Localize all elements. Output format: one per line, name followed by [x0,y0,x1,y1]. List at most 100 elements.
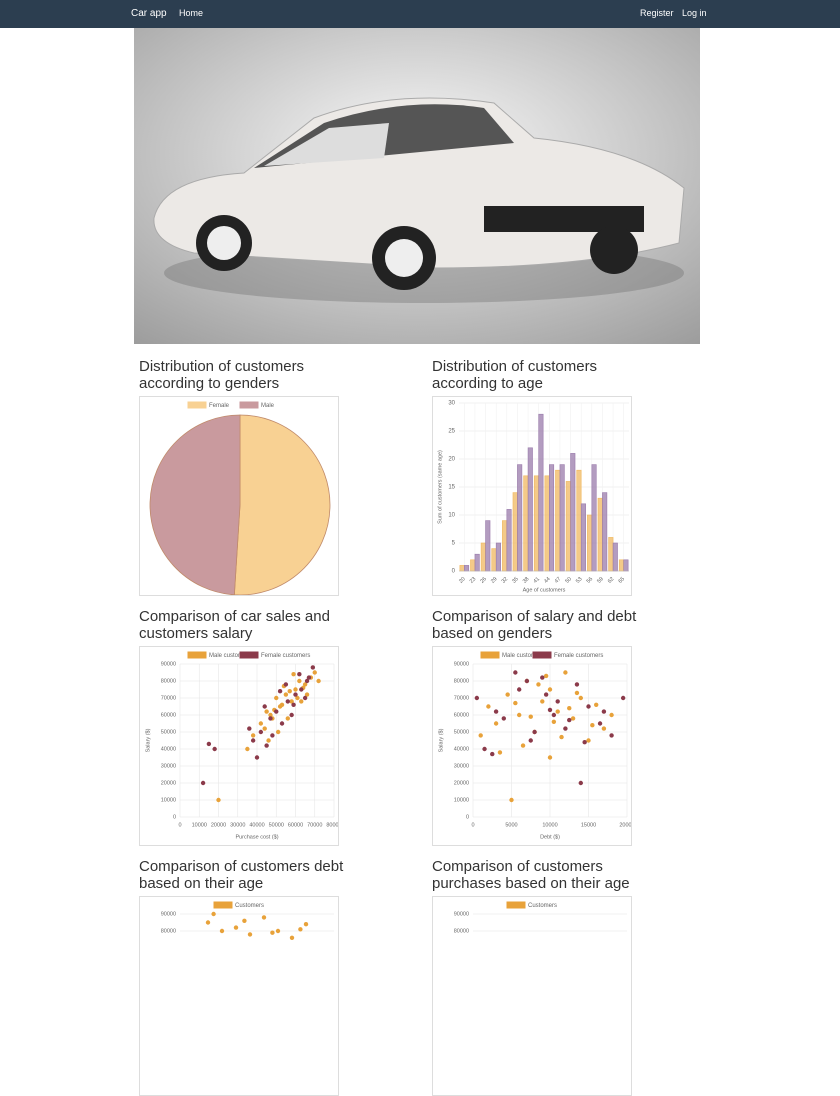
scatter-point [219,928,225,934]
scatter-point [490,751,495,757]
x-tick-label: 29 [490,576,499,585]
scatter-point [316,678,321,684]
scatter-point [264,709,269,714]
legend-label: Male customers [209,653,251,659]
y-tick-label: 60000 [161,712,176,718]
bar [538,413,544,572]
hero-image [134,28,700,344]
y-tick-label: 10000 [454,797,469,803]
chart: Customers 80000 90000 [139,896,339,1096]
scatter-point [268,716,273,721]
bar [470,559,476,572]
legend-swatch [239,651,259,659]
scatter-point [543,673,549,679]
scatter-point [274,695,279,701]
scatter-point [555,709,560,714]
x-tick-label: 59 [596,576,605,585]
scatter-point [302,682,308,687]
chart-section: Comparison of customers debt based on th… [139,858,379,1096]
scatter-point [563,726,568,731]
x-tick-label: 53 [575,576,584,585]
bar [602,492,608,572]
scatter-point [250,738,256,743]
y-tick-label: 50000 [161,729,176,735]
bar [523,475,529,572]
scatter-point [555,699,560,704]
scatter-point [291,702,296,707]
y-tick-label: 90000 [161,911,176,917]
legend-swatch [532,651,552,659]
legend-label: Customers [235,903,264,909]
scatter-point [299,687,304,692]
scatter-point [620,695,626,701]
nav-link[interactable]: Log in [682,8,707,18]
chart-title: Comparison of customers debt based on th… [139,858,344,892]
bar [549,464,555,572]
bar [464,565,470,572]
legend-label: Female customers [554,653,603,659]
scatter-point [245,746,250,752]
nav-link[interactable]: Home [179,8,204,18]
nav-link[interactable]: Register [640,8,674,18]
scatter-point [254,755,260,760]
x-tick-label: 41 [533,576,542,585]
bar [491,548,497,572]
y-tick-label: 90000 [454,661,469,667]
scatter-point [547,687,553,692]
scatter-point [597,721,603,726]
scatter-point [289,712,294,718]
scatter-point [501,716,506,721]
x-tick-label: 0 [471,822,474,828]
scatter-point [559,734,564,740]
scatter-point [306,675,312,680]
scatter-point [486,704,491,709]
chart: Female Male [139,396,339,596]
bar [502,520,508,572]
y-tick-label: 5 [452,541,456,547]
scatter-point [532,729,537,735]
brand[interactable]: Car app [131,8,167,19]
scatter-point [258,721,264,726]
y-tick-label: 80000 [454,928,469,934]
scatter-point [517,687,522,692]
x-tick-label: 50 [564,576,573,585]
y-tick-label: 20 [448,457,455,463]
bar [623,559,629,572]
y-tick-label: 60000 [454,712,469,718]
scatter-point [574,690,580,696]
scatter-point [303,922,309,927]
y-tick-label: 80000 [161,928,176,934]
scatter-point [513,700,518,706]
scatter-point [270,930,275,935]
legend-label: Male [261,403,275,409]
scatter-point [279,702,285,707]
bar [580,503,586,572]
chart-section: Comparison of car sales and customers sa… [139,608,379,846]
bar [544,475,550,572]
scatter-point [524,678,530,684]
scatter-point [478,733,483,738]
x-tick-label: 26 [479,576,488,585]
y-tick-label: 90000 [161,661,176,667]
x-tick-label: 0 [178,822,181,828]
scatter-point [520,743,526,748]
bar [597,497,603,572]
x-tick-label: 38 [522,576,531,585]
y-tick-label: 15 [448,485,455,491]
x-tick-label: 60000 [288,822,303,828]
chart-section: Comparison of customers purchases based … [432,858,672,1096]
bar [555,469,561,572]
x-tick-label: 15000 [581,822,596,828]
scatter-point [601,726,607,731]
x-axis-label: Debt ($) [540,834,560,840]
scatter-point [528,738,533,743]
scatter-point [285,699,290,704]
legend-swatch [506,901,526,909]
scatter-point [287,689,292,694]
bar [608,537,614,572]
scatter-point [205,920,211,925]
scatter-point [298,927,303,932]
scatter-point [497,750,503,755]
scatter-point [297,672,302,677]
